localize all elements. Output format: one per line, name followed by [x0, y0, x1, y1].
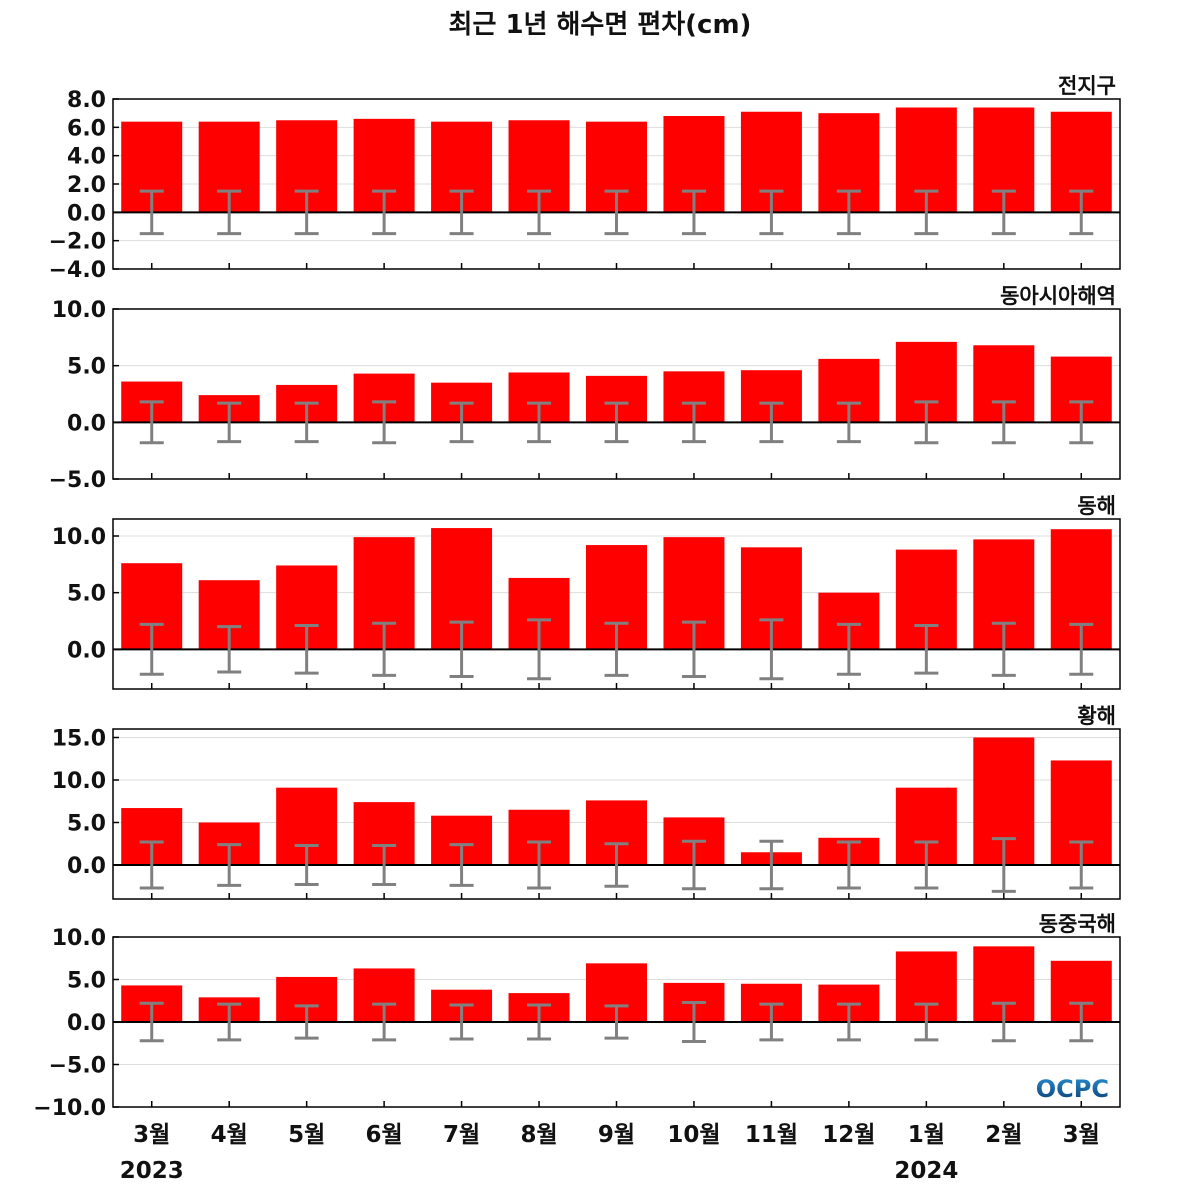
panel-frame [112, 308, 1121, 480]
year-label: 2024 [894, 1158, 958, 1184]
panel-title: 황해 [1077, 704, 1116, 728]
x-tick-label: 2월 [985, 1122, 1022, 1148]
x-tick-label: 9월 [598, 1122, 635, 1148]
x-tick-label: 12월 [822, 1122, 875, 1148]
y-tick-label: −10.0 [33, 1096, 106, 1121]
y-tick-label: −5.0 [49, 1054, 106, 1079]
y-tick-label: −2.0 [49, 230, 106, 255]
x-tick-label: 3월 [1063, 1122, 1100, 1148]
x-tick-label: 5월 [288, 1122, 325, 1148]
year-label: 2023 [120, 1158, 184, 1184]
panel-title: 동아시아해역 [1000, 284, 1116, 308]
panel-frame [112, 728, 1121, 900]
x-tick-label: 10월 [667, 1122, 720, 1148]
y-tick-label: 0.0 [67, 411, 106, 436]
y-tick-label: 10.0 [52, 769, 106, 794]
y-tick-label: 6.0 [67, 116, 106, 141]
x-tick-label: 6월 [366, 1122, 403, 1148]
x-tick-label: 7월 [443, 1122, 480, 1148]
panel-title: 동해 [1077, 494, 1116, 518]
y-tick-label: −5.0 [49, 468, 106, 493]
panel-frame [112, 936, 1121, 1108]
y-tick-label: 0.0 [67, 1011, 106, 1036]
chart-title: 최근 1년 해수면 편차(cm) [448, 10, 752, 40]
ocpc-logo: OCPC [1036, 1075, 1109, 1103]
panel-2: −5.0 0.0 5.0 10.0 동아시아해역 [49, 284, 1121, 493]
y-tick-label: 0.0 [67, 638, 106, 663]
y-tick-label: 5.0 [67, 969, 106, 994]
y-tick-label: 0.0 [67, 854, 106, 879]
panel-frame [112, 98, 1121, 270]
y-tick-label: 0.0 [67, 201, 106, 226]
x-tick-label: 8월 [520, 1122, 557, 1148]
y-tick-label: 2.0 [67, 173, 106, 198]
y-tick-label: 10.0 [52, 525, 106, 550]
y-tick-label: −4.0 [49, 258, 106, 283]
panel-frame [112, 518, 1121, 690]
panel-title: 전지구 [1058, 74, 1116, 98]
y-tick-label: 8.0 [67, 88, 106, 113]
y-tick-label: 4.0 [67, 145, 106, 170]
y-tick-label: 15.0 [52, 727, 106, 752]
x-tick-label: 3월 [133, 1122, 170, 1148]
x-tick-label: 4월 [211, 1122, 248, 1148]
x-tick-label: 11월 [745, 1122, 798, 1148]
panel-title: 동중국해 [1039, 912, 1116, 936]
y-tick-label: 5.0 [67, 812, 106, 837]
y-tick-label: 5.0 [67, 355, 106, 380]
y-tick-label: 10.0 [52, 298, 106, 323]
y-tick-label: 5.0 [67, 582, 106, 607]
panel-3: 0.0 5.0 10.0 동해 [52, 494, 1121, 690]
panel-1: −4.0 −2.0 0.0 2.0 4.0 6.0 8.0 전지구 [49, 74, 1121, 283]
panel-5: −10.0 −5.0 0.0 5.0 10.0 동중국해 [33, 912, 1121, 1121]
y-tick-label: 10.0 [52, 926, 106, 951]
panel-4: 0.0 5.0 10.0 15.0 황해 [52, 704, 1121, 900]
x-tick-label: 1월 [908, 1122, 945, 1148]
